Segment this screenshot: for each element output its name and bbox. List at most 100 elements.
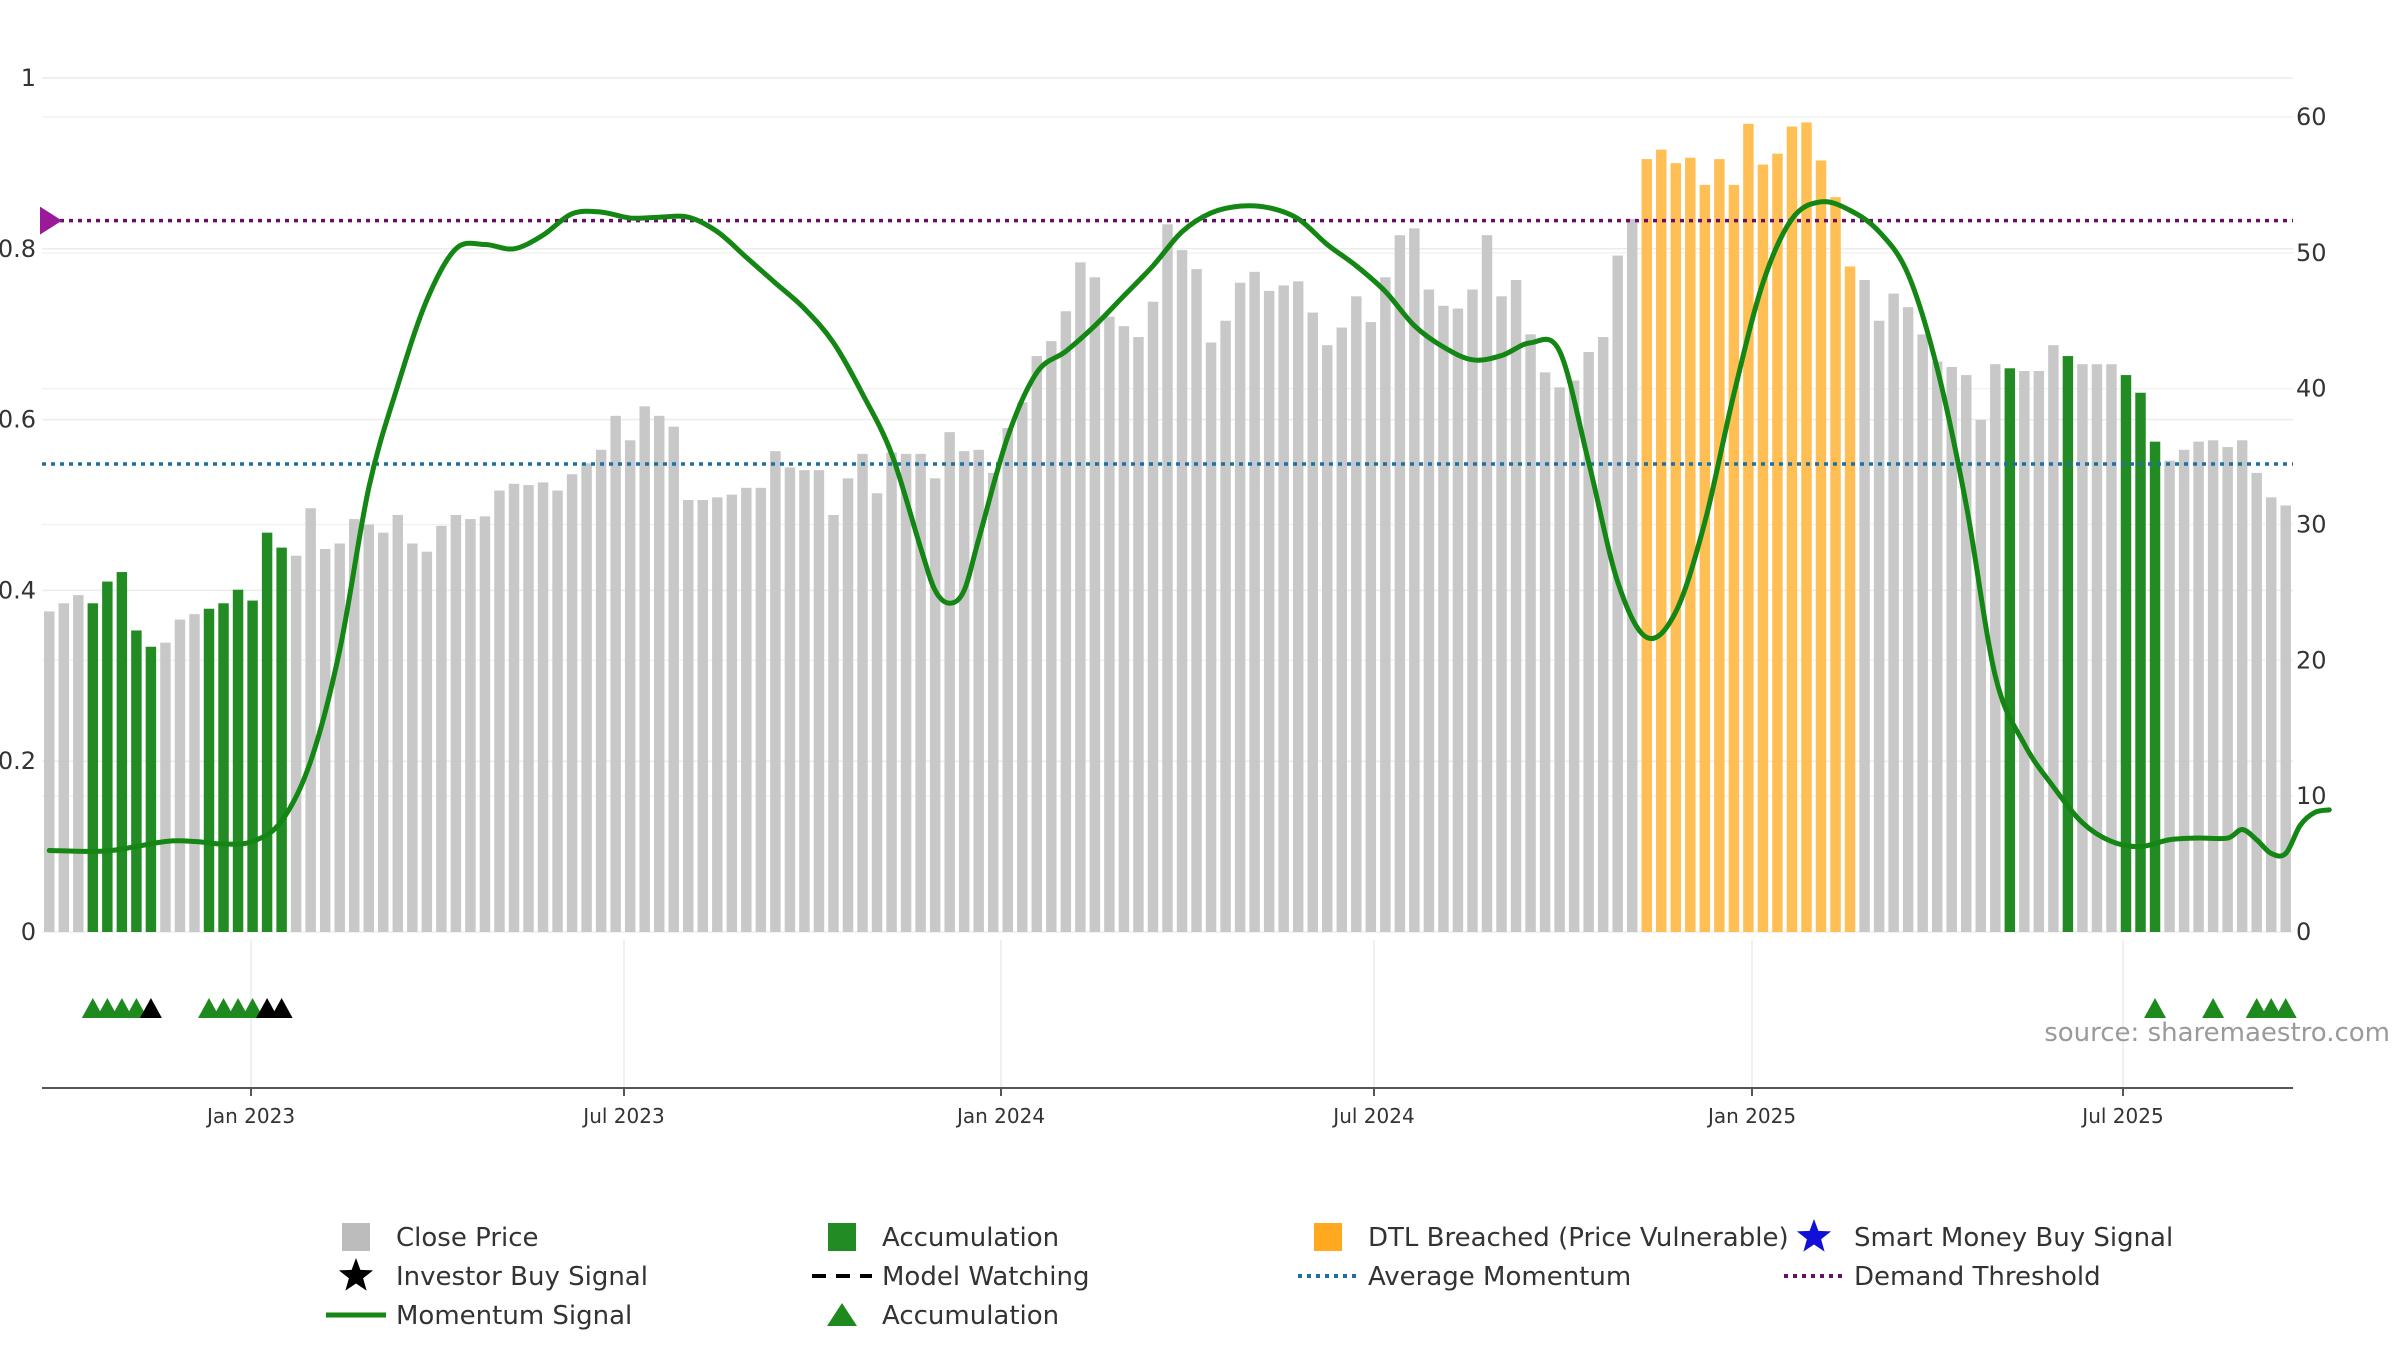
- dtl-breached-bar: [1786, 126, 1798, 933]
- close-price-bar: [392, 514, 404, 932]
- close-price-bar: [1322, 345, 1333, 932]
- close-price-bar: [508, 483, 520, 932]
- close-price-bar: [1423, 289, 1435, 933]
- accumulation-triangle-icon: [227, 998, 250, 1018]
- accumulation-bar: [261, 532, 273, 932]
- close-price-bar: [1191, 269, 1202, 933]
- close-price-bar: [160, 642, 171, 932]
- close-price-bar: [799, 470, 810, 932]
- close-price-bar: [653, 415, 665, 932]
- y-right-tick-label: 20: [2296, 646, 2327, 674]
- legend-item: Momentum Signal: [326, 1301, 632, 1331]
- close-price-bar: [813, 470, 825, 932]
- close-price-bar: [421, 551, 433, 932]
- legend-label: DTL Breached (Price Vulnerable): [1368, 1223, 1789, 1253]
- close-price-bar: [639, 406, 650, 932]
- close-price-bar: [1307, 312, 1318, 933]
- legend-item: Smart Money Buy Signal: [1796, 1219, 2173, 1253]
- close-price-bar: [2280, 505, 2291, 932]
- y-right-tick-label: 10: [2296, 782, 2327, 810]
- close-price-bar: [1467, 289, 1478, 933]
- close-price-bar: [1351, 296, 1362, 932]
- close-price-bar: [58, 603, 70, 932]
- close-price-bar: [1452, 308, 1464, 932]
- y-left-tick-label: 0.6: [0, 406, 36, 434]
- y-left-tick-label: 0.8: [0, 235, 36, 263]
- close-price-bar: [2106, 364, 2117, 932]
- dtl-breached-bar: [1728, 184, 1740, 932]
- y-left-tick-label: 1: [21, 64, 36, 92]
- close-price-bar: [1249, 271, 1260, 933]
- close-price-bar: [1496, 296, 1507, 932]
- legend-label: Close Price: [396, 1223, 539, 1253]
- y-left-tick-label: 0.4: [0, 576, 36, 604]
- x-tick-label: Jan 2023: [205, 1104, 295, 1128]
- accumulation-triangle-icon: [2260, 998, 2283, 1018]
- close-price-bar: [770, 451, 781, 932]
- close-price-bar: [465, 519, 476, 932]
- accumulation-bar: [2149, 441, 2161, 932]
- close-price-bar: [871, 493, 883, 932]
- legend-label: Accumulation: [882, 1223, 1059, 1253]
- momentum-signal-line: [46, 199, 2332, 859]
- close-price-bar: [1917, 334, 1928, 932]
- close-price-bar: [1990, 364, 2001, 932]
- accumulation-triangle-icon: [81, 998, 104, 1018]
- legend-label: Average Momentum: [1368, 1262, 1631, 1292]
- close-price-bar: [1089, 277, 1101, 932]
- close-price-bar: [2033, 371, 2045, 933]
- legend-star-icon: [1796, 1219, 1832, 1252]
- close-price-bar: [1278, 285, 1289, 932]
- legend-item: Accumulation: [828, 1223, 1059, 1253]
- close-price-bar: [1031, 356, 1043, 933]
- accumulation-bar: [102, 581, 113, 932]
- close-price-bar: [857, 453, 868, 932]
- legend-item: Investor Buy Signal: [338, 1258, 648, 1292]
- close-price-bar: [958, 451, 970, 932]
- legend-item: Accumulation: [827, 1301, 1059, 1331]
- close-price-bar: [1162, 224, 1173, 932]
- price-bars: [44, 122, 2291, 933]
- close-price-bar: [189, 614, 200, 932]
- legend-item: Model Watching: [812, 1262, 1089, 1292]
- y-left-tick-label: 0.2: [0, 747, 36, 775]
- legend-label: Momentum Signal: [396, 1301, 632, 1331]
- accumulation-bar: [2120, 375, 2132, 932]
- close-price-bar: [1046, 341, 1057, 932]
- accumulation-triangle-icon: [212, 998, 235, 1018]
- accumulation-triangle-icon: [110, 998, 133, 1018]
- legend-item: DTL Breached (Price Vulnerable): [1314, 1223, 1789, 1253]
- close-price-bar: [1176, 250, 1188, 932]
- close-price-bar: [1060, 311, 1072, 932]
- dtl-breached-bar: [1670, 163, 1682, 932]
- accumulation-triangle-icon: [96, 998, 119, 1018]
- close-price-bar: [1380, 277, 1391, 932]
- investor-buy-triangle-icon: [256, 998, 279, 1018]
- accumulation-bar: [131, 630, 142, 932]
- close-price-bar: [1859, 280, 1870, 932]
- dtl-breached-bar: [1801, 122, 1812, 932]
- close-price-bar: [828, 514, 839, 932]
- close-price-bar: [1234, 282, 1246, 932]
- close-price-bar: [1118, 326, 1130, 932]
- y-right-tick-label: 0: [2296, 918, 2311, 946]
- close-price-bar: [523, 485, 534, 932]
- close-price-bar: [595, 449, 607, 932]
- close-price-bar: [378, 532, 389, 932]
- close-price-bar: [610, 415, 621, 932]
- close-price-bar: [1409, 228, 1420, 933]
- close-price-bar: [450, 514, 462, 932]
- close-price-bar: [1292, 281, 1304, 932]
- close-price-bar: [73, 595, 84, 932]
- dtl-breached-bar: [1844, 266, 1856, 933]
- close-price-bar: [755, 487, 767, 932]
- close-price-bar: [900, 453, 912, 932]
- close-price-bar: [1075, 262, 1086, 932]
- close-price-bar: [1147, 301, 1159, 932]
- close-price-bar: [1205, 342, 1217, 932]
- legend-square-icon: [828, 1223, 856, 1251]
- legend-item: Close Price: [342, 1223, 539, 1253]
- close-price-bar: [668, 426, 679, 932]
- close-price-bar: [1438, 305, 1449, 932]
- accumulation-triangle-icon: [2274, 998, 2297, 1018]
